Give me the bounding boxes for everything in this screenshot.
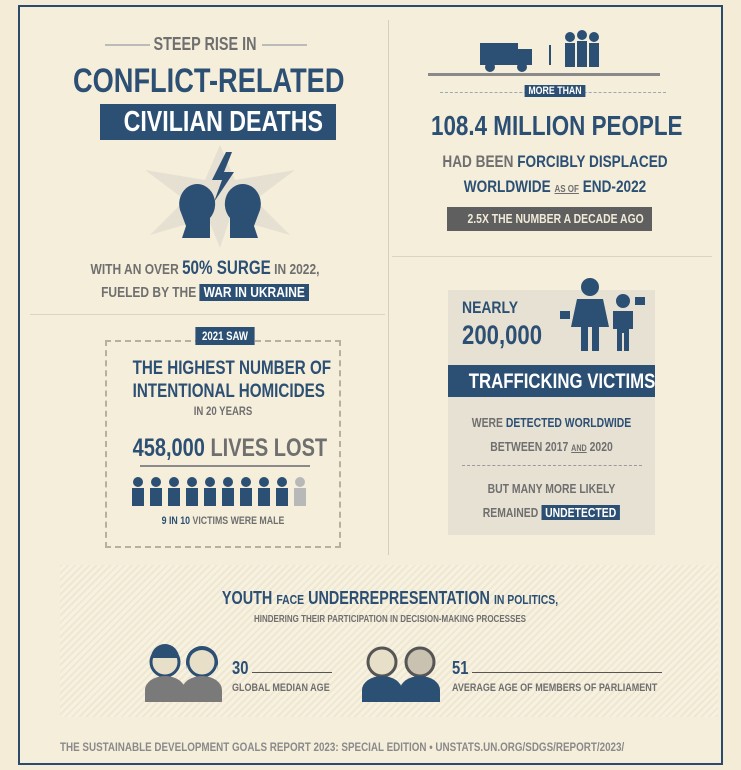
- text-line: WERE DETECTED WORLDWIDE: [469, 415, 635, 430]
- divider: [30, 314, 385, 315]
- badge-text: MORE THAN: [524, 85, 585, 97]
- footer: THE SUSTAINABLE DEVELOPMENT GOALS REPORT…: [60, 740, 624, 754]
- kicker: STEEP RISE IN: [145, 34, 265, 55]
- figure: 458,000 LIVES LOST: [133, 434, 314, 463]
- caption: 9 IN 10 VICTIMS WERE MALE: [133, 515, 314, 527]
- infographic: STEEP RISE IN CONFLICT-RELATED CIVILIAN …: [0, 0, 741, 770]
- text-line: HAD BEEN FORCIBLY DISPLACED: [431, 152, 679, 172]
- youth-icon: [140, 640, 230, 705]
- text-line: BETWEEN 2017 AND 2020: [469, 439, 635, 454]
- highlight: WAR IN UKRAINE: [200, 284, 309, 301]
- rule: [472, 672, 662, 673]
- title: CIVILIAN DEATHS: [124, 106, 313, 139]
- text: IN 2022,: [274, 261, 319, 278]
- people-row: [130, 476, 320, 508]
- rule: [105, 44, 150, 46]
- text: IN POLITICS,: [494, 592, 558, 607]
- parliament-icon: [360, 640, 445, 705]
- divider: [392, 256, 712, 257]
- text: VICTIMS WERE MALE: [192, 515, 284, 527]
- rule: [140, 465, 310, 467]
- banner-text: TRAFFICKING VICTIMS: [469, 370, 635, 394]
- text: WORLDWIDE: [464, 177, 551, 196]
- rule: [262, 44, 307, 46]
- footer-text: THE SUSTAINABLE DEVELOPMENT GOALS REPORT…: [60, 740, 427, 754]
- badge: 2021 SAW: [181, 329, 269, 343]
- title: CONFLICT-RELATED: [73, 62, 337, 101]
- stat-value: 51: [452, 658, 468, 679]
- displaced-icon: [470, 25, 630, 80]
- conflict-icon: [120, 140, 320, 250]
- highlight: 50% SURGE: [182, 258, 271, 279]
- badge-text: 2021 SAW: [196, 327, 255, 345]
- youth-subtitle: HINDERING THEIR PARTICIPATION IN DECISIO…: [142, 614, 638, 625]
- rule: [252, 672, 332, 673]
- headline: 108.4 MILLION PEOPLE: [431, 110, 679, 142]
- children-icon: [555, 275, 655, 355]
- text-line: BUT MANY MORE LIKELY: [469, 481, 635, 496]
- text: END-2022: [583, 177, 647, 196]
- divider: [388, 20, 389, 555]
- text-line: INTENTIONAL HOMICIDES: [133, 381, 314, 403]
- text: REMAINED: [483, 505, 538, 520]
- text: UNDERREPRESENTATION: [308, 588, 490, 608]
- text: AND: [571, 443, 587, 453]
- text-line: WORLDWIDE AS OF END-2022: [431, 177, 679, 197]
- stat-label: AVERAGE AGE OF MEMBERS OF PARLIAMENT: [452, 682, 657, 694]
- text: 2020: [590, 439, 613, 454]
- text-line: IN 20 YEARS: [133, 404, 314, 418]
- figure: 200,000: [462, 320, 542, 351]
- stat-label: GLOBAL MEDIAN AGE: [232, 682, 330, 694]
- figure-value: 458,000: [133, 434, 205, 462]
- text: WITH AN OVER: [91, 261, 179, 278]
- figure-label: LIVES LOST: [210, 434, 327, 462]
- note: 2.5X THE NUMBER A DECADE AGO: [468, 211, 632, 226]
- stat-value: 30: [232, 658, 248, 679]
- text: FUELED BY THE: [101, 284, 196, 301]
- youth-title: YOUTH FACE UNDERREPRESENTATION IN POLITI…: [142, 588, 638, 609]
- text: AS OF: [554, 184, 578, 195]
- head: [179, 184, 215, 238]
- text-line: WITH AN OVER 50% SURGE IN 2022,: [81, 258, 329, 280]
- text: 9 IN 10: [162, 515, 190, 527]
- head: [225, 184, 261, 238]
- text: BETWEEN 2017: [490, 439, 568, 454]
- text: FORCIBLY DISPLACED: [517, 152, 667, 171]
- text: YOUTH: [222, 588, 272, 608]
- text-line: FUELED BY THE WAR IN UKRAINE: [81, 284, 329, 301]
- lead: NEARLY: [462, 298, 518, 318]
- footer-link: UNSTATS.UN.ORG/SDGS/REPORT/2023/: [435, 740, 624, 754]
- rule: [428, 73, 660, 76]
- highlight: UNDETECTED: [541, 505, 620, 520]
- text: HAD BEEN: [442, 152, 513, 171]
- text-line: REMAINED UNDETECTED: [469, 505, 635, 520]
- rule: [462, 465, 642, 466]
- text: DETECTED WORLDWIDE: [506, 415, 631, 430]
- badge: MORE THAN: [519, 85, 591, 97]
- burst: [145, 145, 295, 248]
- text: FACE: [276, 592, 304, 607]
- text: WERE: [472, 415, 503, 430]
- text-line: THE HIGHEST NUMBER OF: [133, 358, 314, 380]
